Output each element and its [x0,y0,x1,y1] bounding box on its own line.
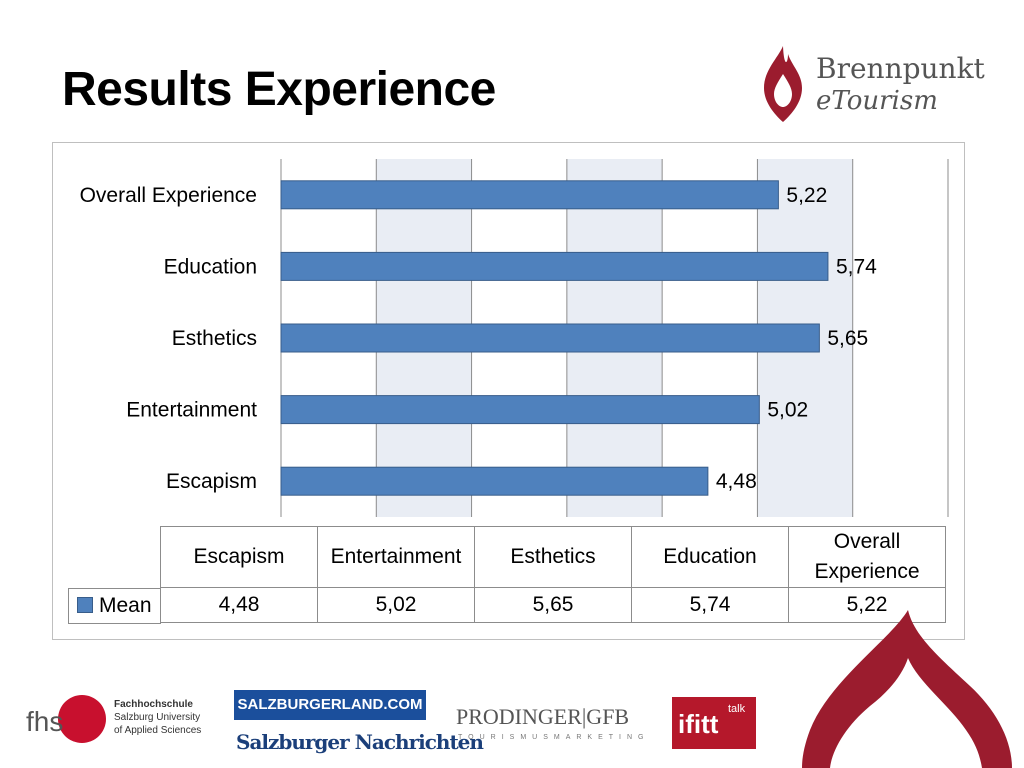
table-value-escapism: 4,48 [160,587,318,623]
category-label: Entertainment [126,399,257,422]
data-table: Escapism Entertainment Esthetics Educati… [160,526,946,623]
bar-value-label: 4,48 [716,470,757,493]
fhs-line-2: Salzburg University [114,712,201,723]
ifitt-text: ifitt [678,709,719,739]
bar-chart: Overall Experience 5,22 Education 5,74 Esthe… [80,159,949,517]
ifitt-logo: ifitt talk [672,697,756,749]
plot-band [852,159,948,517]
chart-frame: Overall Experience 5,22 Education 5,74 Esthe… [52,142,965,640]
brennpunkt-logo: Brennpunkt eTourism [758,44,1008,124]
bar-value-label: 5,65 [827,327,868,350]
table-header-overall-text: Overall Experience [814,530,920,583]
fhs-logo-text: fhs [26,706,64,737]
category-label: Education [164,255,257,278]
bar [280,180,779,210]
bar [280,395,760,425]
ifitt-talk-text: talk [728,703,746,715]
salzburgerland-logo: SALZBURGERLAND.COM [234,690,426,720]
prodinger-logo: PRODINGER|GFB [456,704,630,729]
salzburger-nachrichten-logo: Salzburger Nachrichten [236,730,484,754]
table-value-education: 5,74 [631,587,789,623]
brand-subtitle: eTourism [816,86,938,116]
slide-title: Results Experience [62,63,496,116]
bar [280,323,820,353]
legend-label: Mean [99,594,152,617]
fhs-line-1: Fachhochschule [114,699,193,710]
table-header-entertainment: Entertainment [317,526,475,588]
legend-swatch [77,597,93,613]
table-value-overall: 5,22 [788,587,946,623]
table-header-escapism: Escapism [160,526,318,588]
decorative-flame-icon [802,610,1012,768]
table-header-overall: Overall Experience [788,526,946,588]
bar [280,466,709,496]
category-label: Overall Experience [80,184,257,207]
fhs-description: Fachhochschule Salzburg University of Ap… [114,698,201,737]
table-value-esthetics: 5,65 [474,587,632,623]
fhs-logo-circle [58,695,106,743]
table-value-entertainment: 5,02 [317,587,475,623]
table-header-esthetics: Esthetics [474,526,632,588]
brand-name: Brennpunkt [816,52,985,85]
flame-pin-icon [764,46,802,122]
fhs-line-3: of Applied Sciences [114,725,202,736]
bar [280,251,829,281]
data-table-mean-row: 4,48 5,02 5,65 5,74 5,22 [160,587,946,623]
bar-value-label: 5,22 [786,184,827,207]
bar-value-label: 5,74 [836,255,877,278]
bar-value-label: 5,02 [767,399,808,422]
category-label: Esthetics [172,327,257,350]
legend-mean: Mean [68,588,161,624]
table-header-education: Education [631,526,789,588]
prodinger-subtitle: TOURISMUSMARKETING [458,734,650,741]
category-label: Escapism [166,470,257,493]
data-table-header-row: Escapism Entertainment Esthetics Educati… [160,526,946,588]
